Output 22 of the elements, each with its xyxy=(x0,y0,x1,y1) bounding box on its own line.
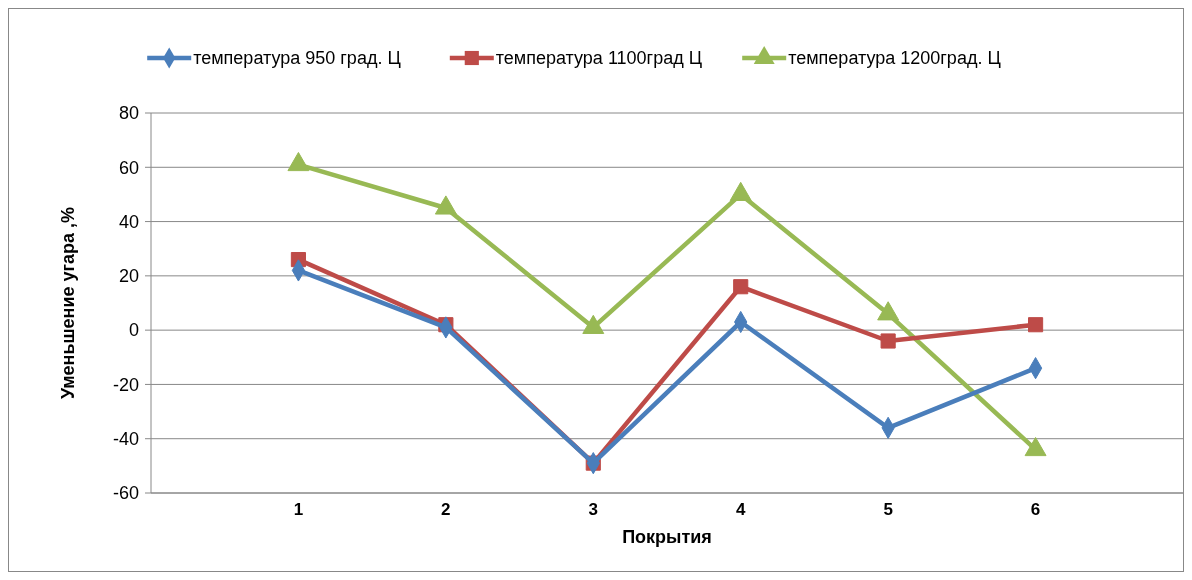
x-axis-title: Покрытия xyxy=(622,527,712,547)
y-axis-title: Уменьшение угара ,% xyxy=(58,206,78,400)
x-tick-label: 1 xyxy=(293,500,304,519)
y-tick-label: 20 xyxy=(118,266,139,287)
x-tick-label: 3 xyxy=(588,500,599,519)
x-tick-label: 2 xyxy=(441,500,451,519)
point xyxy=(880,333,896,349)
legend-label: температура 950 град. Ц xyxy=(193,48,401,69)
legend-label: температура 1200град. Ц xyxy=(788,48,1001,69)
x-tick-label: 6 xyxy=(1030,500,1041,519)
y-tick-label: -20 xyxy=(112,374,139,395)
legend-label: температура 1100град Ц xyxy=(495,48,702,69)
x-tick-label: 5 xyxy=(883,500,893,519)
y-tick-label: 0 xyxy=(128,320,139,341)
point xyxy=(1028,317,1044,333)
y-tick-label: -60 xyxy=(112,483,139,504)
point xyxy=(733,279,749,295)
y-tick-label: 40 xyxy=(118,211,139,232)
y-tick-label: 80 xyxy=(118,103,139,124)
y-tick-label: 60 xyxy=(118,157,139,178)
x-tick-label: 4 xyxy=(735,500,746,519)
y-tick-label: -40 xyxy=(112,429,139,450)
